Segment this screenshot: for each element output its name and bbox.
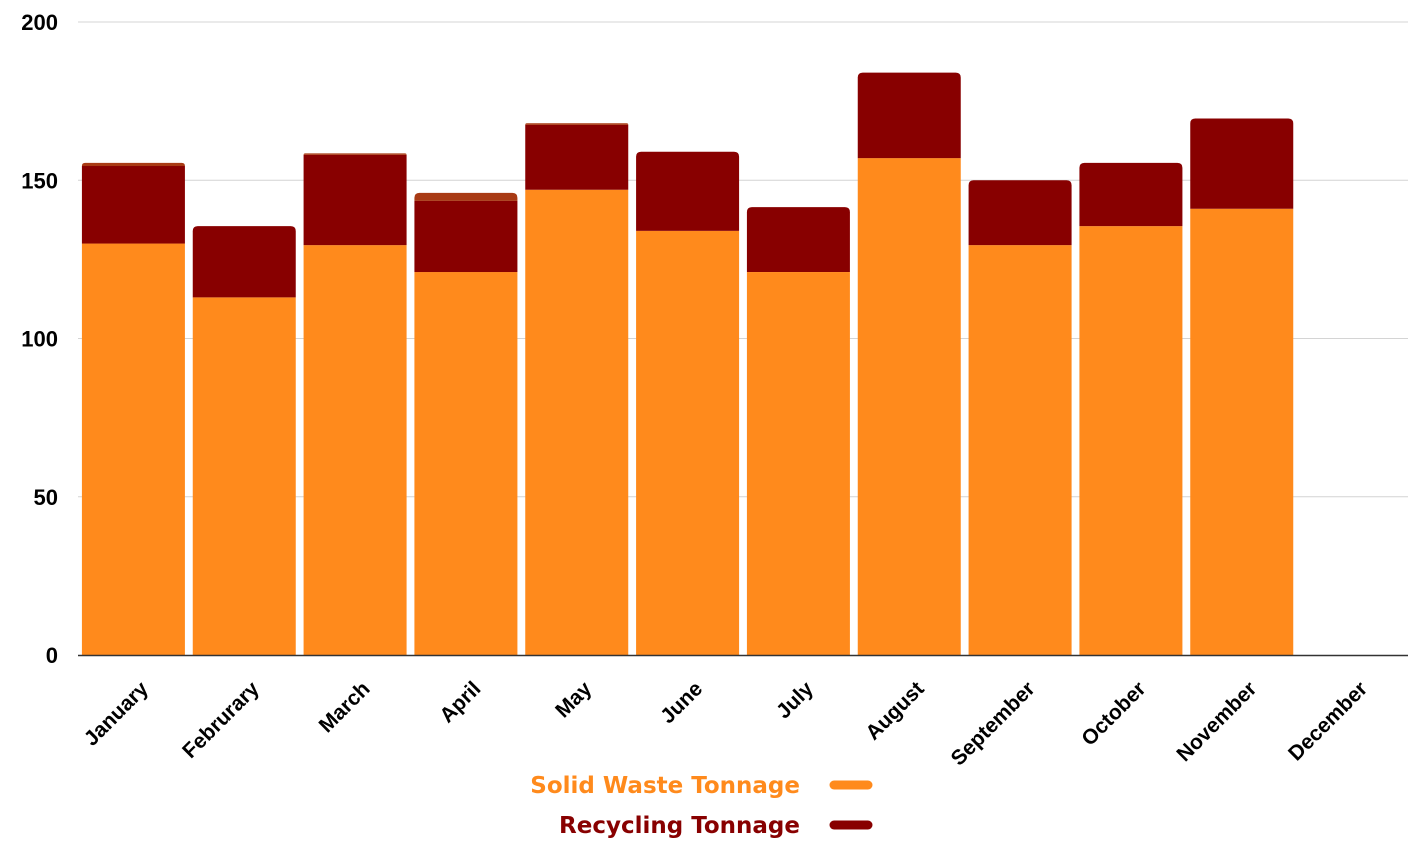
- y-tick-label: 50: [34, 485, 58, 510]
- bar-stack: [857, 72, 961, 655]
- bar-segment-recycling-tonnage: [414, 200, 518, 273]
- bar-stack: [303, 153, 407, 655]
- bar-segment-solid-waste-tonnage: [746, 272, 850, 655]
- legend-label: Recycling Tonnage: [559, 813, 800, 839]
- bar-segment-top: [81, 162, 185, 167]
- bar-stack: [1190, 118, 1294, 656]
- bar-stack: [81, 162, 185, 656]
- bar-stack: [192, 226, 296, 655]
- bar-segment-recycling-tonnage: [857, 72, 961, 159]
- y-tick-label: 0: [46, 643, 58, 668]
- y-axis-tick-labels: 0 50 100 150 200: [21, 10, 58, 668]
- y-tick-label: 200: [21, 10, 58, 35]
- bar-stack: [636, 151, 740, 655]
- legend-item: Recycling Tonnage: [559, 813, 873, 839]
- bar-segment-recycling-tonnage: [1190, 118, 1294, 209]
- x-category-label: July: [772, 677, 818, 723]
- legend-item: Solid Waste Tonnage: [530, 773, 873, 799]
- bar-segment-top: [414, 192, 518, 201]
- bar-stack: [414, 192, 518, 655]
- bar-segment-recycling-tonnage: [525, 124, 629, 190]
- x-category-label: October: [1077, 677, 1150, 750]
- bar-segment-solid-waste-tonnage: [968, 245, 1072, 655]
- legend: Solid Waste Tonnage Recycling Tonnage: [530, 773, 873, 839]
- bar-stack: [968, 180, 1072, 655]
- y-tick-label: 100: [21, 327, 58, 352]
- x-category-label: September: [947, 677, 1040, 770]
- bar-segment-top: [525, 123, 629, 125]
- x-category-label: January: [80, 677, 153, 750]
- bar-segment-solid-waste-tonnage: [857, 158, 961, 655]
- x-category-label: August: [861, 677, 928, 744]
- grid-lines: [78, 21, 1408, 498]
- x-category-label: May: [551, 677, 596, 722]
- x-category-label: March: [315, 677, 375, 737]
- bar-segment-solid-waste-tonnage: [414, 272, 518, 655]
- bar-segment-solid-waste-tonnage: [525, 189, 629, 655]
- x-category-label: Februrary: [178, 677, 264, 763]
- bar-stack: [746, 207, 850, 655]
- bar-stack: [525, 123, 629, 655]
- bar-segment-recycling-tonnage: [81, 166, 185, 244]
- bar-segment-recycling-tonnage: [192, 226, 296, 298]
- bar-segment-solid-waste-tonnage: [192, 297, 296, 655]
- bar-segment-solid-waste-tonnage: [1079, 226, 1183, 655]
- legend-label: Solid Waste Tonnage: [530, 773, 800, 799]
- bar-stack: [1079, 162, 1183, 655]
- x-category-label: November: [1172, 677, 1261, 766]
- x-category-label: April: [435, 677, 485, 727]
- bar-segment-solid-waste-tonnage: [81, 243, 185, 656]
- y-tick-label: 150: [21, 168, 58, 193]
- bar-segment-recycling-tonnage: [303, 154, 407, 246]
- bar-segment-recycling-tonnage: [1079, 162, 1183, 227]
- x-category-label: December: [1284, 677, 1372, 765]
- x-axis-category-labels: January Februrary March April May June July Aug…: [80, 677, 1372, 770]
- bar-segment-solid-waste-tonnage: [1190, 208, 1294, 656]
- bar-segment-solid-waste-tonnage: [636, 230, 740, 655]
- bar-segment-recycling-tonnage: [636, 151, 740, 231]
- bar-segment-solid-waste-tonnage: [303, 245, 407, 655]
- bar-segment-recycling-tonnage: [968, 180, 1072, 246]
- bar-segment-recycling-tonnage: [746, 207, 850, 273]
- x-category-label: June: [656, 677, 707, 728]
- bar-segment-top: [303, 153, 407, 155]
- bars: [81, 72, 1294, 656]
